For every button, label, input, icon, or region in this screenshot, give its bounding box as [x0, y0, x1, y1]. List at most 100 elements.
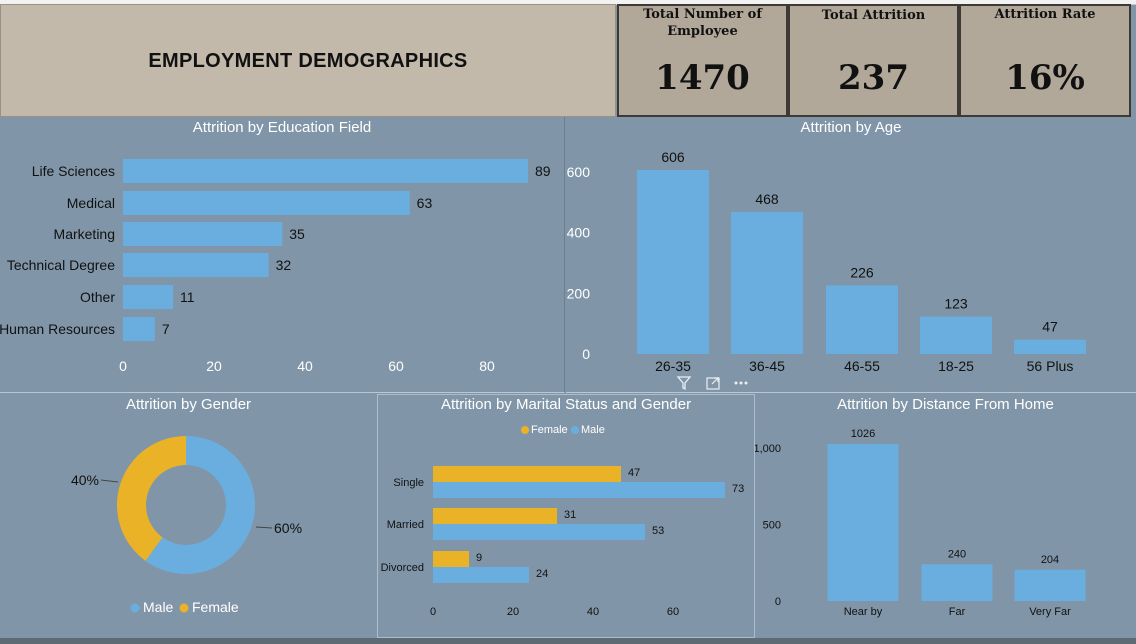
data-label: 123: [944, 296, 968, 312]
data-label: 204: [1041, 554, 1059, 566]
category-label: Other: [80, 289, 115, 305]
bar-female: [433, 551, 469, 567]
bottom-border-strip: [0, 638, 1136, 644]
bar: [123, 285, 174, 309]
data-label: 40%: [71, 472, 99, 488]
kpi-label: Total Number of Employee: [643, 7, 762, 39]
distance-bar-chart: 0 500 1,000 1026 Near by 240 Far 204 Very Far: [755, 428, 1086, 618]
legend-label: Male: [143, 599, 174, 615]
header-banner: EMPLOYMENT DEMOGRAPHICS: [0, 4, 616, 117]
page-title: EMPLOYMENT DEMOGRAPHICS: [148, 50, 468, 72]
category-label: 26-35: [655, 358, 691, 374]
category-label: Marketing: [54, 226, 115, 242]
more-options-icon[interactable]: [734, 381, 748, 385]
category-label: Divorced: [381, 562, 424, 574]
x-tick-label: 60: [388, 358, 404, 374]
bar: [123, 159, 528, 183]
x-tick-label: 40: [587, 606, 599, 618]
age-chart-panel[interactable]: Attrition by Age 0 200 400 600 606 26-35 468 36…: [566, 117, 1136, 393]
x-tick-label: 40: [297, 358, 313, 374]
x-tick-label: 20: [206, 358, 222, 374]
marital-bar-chart: Female Male Single 47 73 Married 31 53 Divorced 9…: [381, 424, 745, 618]
data-label: 63: [417, 195, 433, 211]
data-label: 32: [276, 257, 292, 273]
kpi-card-total-employees[interactable]: Total Number of Employee 1470: [617, 4, 788, 117]
data-label: 47: [1042, 319, 1058, 335]
category-label: Near by: [844, 606, 883, 618]
kpi-label: Total Attrition: [821, 8, 926, 23]
y-tick-label: 0: [582, 346, 590, 362]
legend-label: Male: [581, 424, 605, 436]
chart-title: Attrition by Education Field: [192, 119, 372, 136]
kpi-label: Attrition Rate: [994, 7, 1096, 22]
data-label: 47: [628, 467, 640, 479]
data-label: 73: [732, 483, 744, 495]
y-tick-label: 600: [567, 164, 591, 180]
education-bar-chart: Life Sciences 89 Medical 63 Marketing 35 Techn…: [0, 159, 551, 374]
kpi-card-attrition-rate[interactable]: Attrition Rate 16%: [959, 4, 1131, 117]
focus-mode-icon[interactable]: [706, 377, 720, 390]
kpi-value: 237: [838, 58, 909, 98]
gender-chart-panel[interactable]: Attrition by Gender 60% 40% Male Female: [0, 394, 377, 638]
category-label: Technical Degree: [7, 257, 115, 273]
legend-marker: [521, 426, 529, 434]
bar-male: [433, 482, 725, 498]
data-label: 53: [652, 525, 664, 537]
category-label: Human Resources: [0, 321, 115, 337]
category-label: 36-45: [749, 358, 785, 374]
category-label: Far: [949, 606, 966, 618]
bar-male: [433, 524, 645, 540]
category-label: Married: [387, 519, 424, 531]
data-label: 7: [162, 321, 170, 337]
education-chart-panel[interactable]: Attrition by Education Field Life Scienc…: [0, 117, 565, 393]
chart-title: Attrition by Age: [800, 119, 902, 136]
bar: [920, 316, 992, 354]
bar: [826, 285, 898, 354]
age-bar-chart: 0 200 400 600 606 26-35 468 36-45 226 46-55 123 18-…: [567, 149, 1086, 374]
category-label: 46-55: [844, 358, 880, 374]
x-tick-label: 20: [507, 606, 519, 618]
marital-chart-panel[interactable]: Attrition by Marital Status and Gender F…: [377, 394, 755, 638]
category-label: Single: [393, 477, 424, 489]
legend-marker: [130, 603, 140, 613]
distance-chart-panel[interactable]: Attrition by Distance From Home 0 500 1,00…: [755, 394, 1136, 638]
bar: [123, 191, 410, 215]
data-label: 35: [289, 226, 305, 242]
kpi-card-total-attrition[interactable]: Total Attrition 237: [788, 4, 959, 117]
y-tick-label: 1,000: [755, 443, 781, 455]
leader-line: [100, 479, 119, 483]
gender-donut-chart: 60% 40% Male Female: [71, 436, 302, 615]
category-label: 18-25: [938, 358, 974, 374]
bar: [1014, 339, 1086, 354]
chart-title: Attrition by Marital Status and Gender: [440, 396, 692, 413]
legend-label: Female: [531, 424, 568, 436]
y-tick-label: 400: [567, 225, 591, 241]
x-tick-label: 80: [479, 358, 495, 374]
data-label: 24: [536, 568, 548, 580]
data-label: 240: [948, 548, 966, 560]
legend-marker: [179, 603, 189, 613]
chart-title: Attrition by Gender: [125, 396, 252, 413]
donut-slice-female: [117, 436, 186, 561]
bar-female: [433, 508, 557, 524]
filter-icon[interactable]: [676, 376, 692, 391]
bar: [1014, 569, 1086, 601]
y-tick-label: 0: [775, 596, 781, 608]
category-label: 56 Plus: [1027, 358, 1074, 374]
x-tick-label: 0: [119, 358, 127, 374]
legend-label: Female: [192, 599, 239, 615]
bar: [123, 317, 155, 341]
visual-header-toolbar: [676, 375, 756, 391]
data-label: 606: [661, 149, 685, 165]
chart-title: Attrition by Distance From Home: [837, 396, 1054, 413]
category-label: Life Sciences: [32, 163, 115, 179]
leader-line: [255, 526, 273, 529]
bar-female: [433, 466, 621, 482]
bar-male: [433, 567, 529, 583]
bar: [731, 211, 803, 354]
donut-slice-male: [145, 436, 255, 574]
data-label: 1026: [851, 428, 875, 440]
x-tick-label: 0: [430, 606, 436, 618]
y-tick-label: 500: [763, 519, 781, 531]
bar: [123, 222, 283, 246]
